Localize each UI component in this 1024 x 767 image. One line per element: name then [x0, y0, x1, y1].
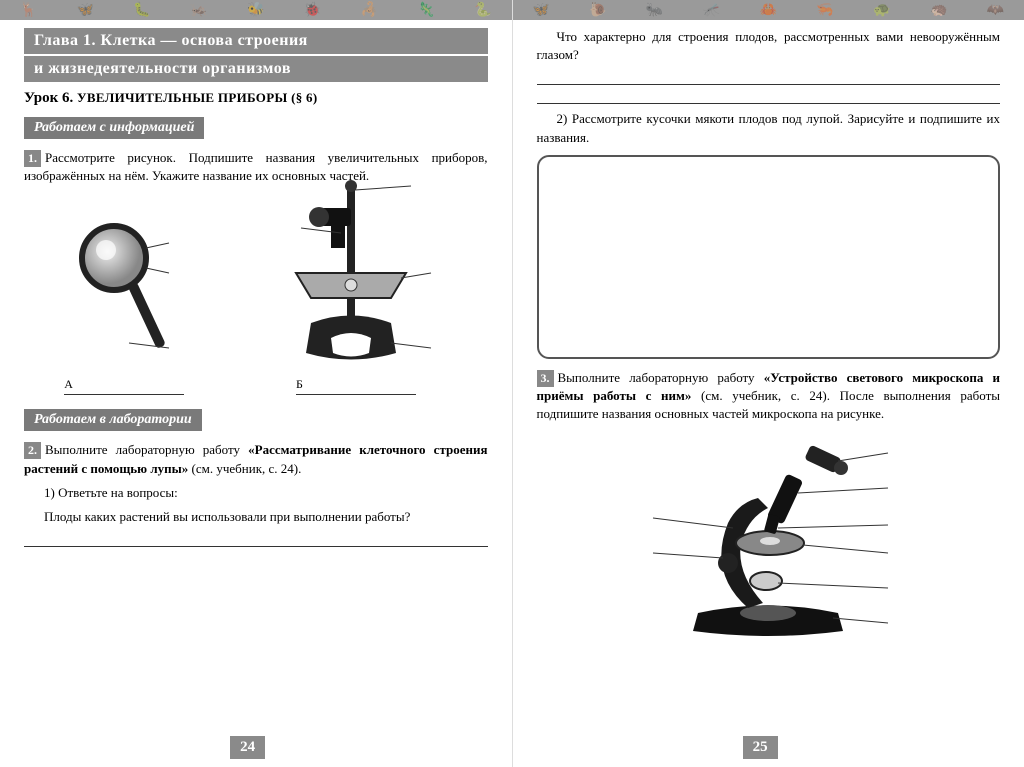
section-info: Работаем с информацией	[24, 117, 204, 139]
figure-b: Б	[224, 178, 487, 395]
question-2: Что характерно для строения плодов, расс…	[537, 28, 1001, 64]
task-2-num: 2.	[24, 442, 41, 459]
book-spread: 🦌🦋🐛🦗🐝🐞🦂🦎🐍 Глава 1. Клетка — основа строе…	[0, 0, 1024, 767]
chapter-heading-2: и жизнедеятельности организмов	[24, 56, 488, 82]
task-3-num: 3.	[537, 370, 554, 387]
task-2: 2.Выполните лабораторную работу «Рассмат…	[24, 441, 488, 477]
answer-line-r1[interactable]	[537, 70, 1001, 85]
page-left: 🦌🦋🐛🦗🐝🐞🦂🦎🐍 Глава 1. Клетка — основа строе…	[0, 0, 513, 767]
drawing-box[interactable]	[537, 155, 1001, 359]
figure-row: А	[24, 195, 488, 395]
question-1-text: Плоды каких растений вы использовали при…	[24, 508, 488, 526]
answer-line-r2[interactable]	[537, 89, 1001, 104]
stand-magnifier-icon	[271, 178, 441, 368]
question-1: 1) Ответьте на вопросы:	[24, 484, 488, 502]
page-number-right: 25	[743, 736, 778, 759]
magnifier-icon	[74, 218, 174, 368]
microscope-figure	[537, 433, 1001, 643]
figure-a: А	[24, 218, 224, 395]
microscope-icon	[638, 433, 898, 638]
lesson-prefix: Урок 6.	[24, 90, 73, 106]
lesson-name: Увеличительные приборы (§ 6)	[77, 90, 317, 105]
task-3: 3.Выполните лабораторную работу «Устройс…	[537, 369, 1001, 424]
chapter-heading-1: Глава 1. Клетка — основа строения	[24, 28, 488, 54]
section-lab: Работаем в лаборатории	[24, 409, 202, 431]
page-number-left: 24	[230, 736, 265, 759]
figure-a-label[interactable]: А	[64, 377, 184, 395]
answer-line[interactable]	[24, 532, 488, 547]
decor-border-right: 🦋🐌🐜🦟🦀🦐🐢🦔🦇	[513, 0, 1024, 20]
decor-border-left: 🦌🦋🐛🦗🐝🐞🦂🦎🐍	[0, 0, 512, 20]
page-right: 🦋🐌🐜🦟🦀🦐🐢🦔🦇 Что характерно для строения пл…	[513, 0, 1024, 767]
figure-b-label[interactable]: Б	[296, 377, 416, 395]
question-3: 2) Рассмотрите кусочки мякоти плодов под…	[537, 110, 1001, 146]
task-1-num: 1.	[24, 150, 41, 167]
lesson-title: Урок 6. Увеличительные приборы (§ 6)	[24, 90, 488, 107]
